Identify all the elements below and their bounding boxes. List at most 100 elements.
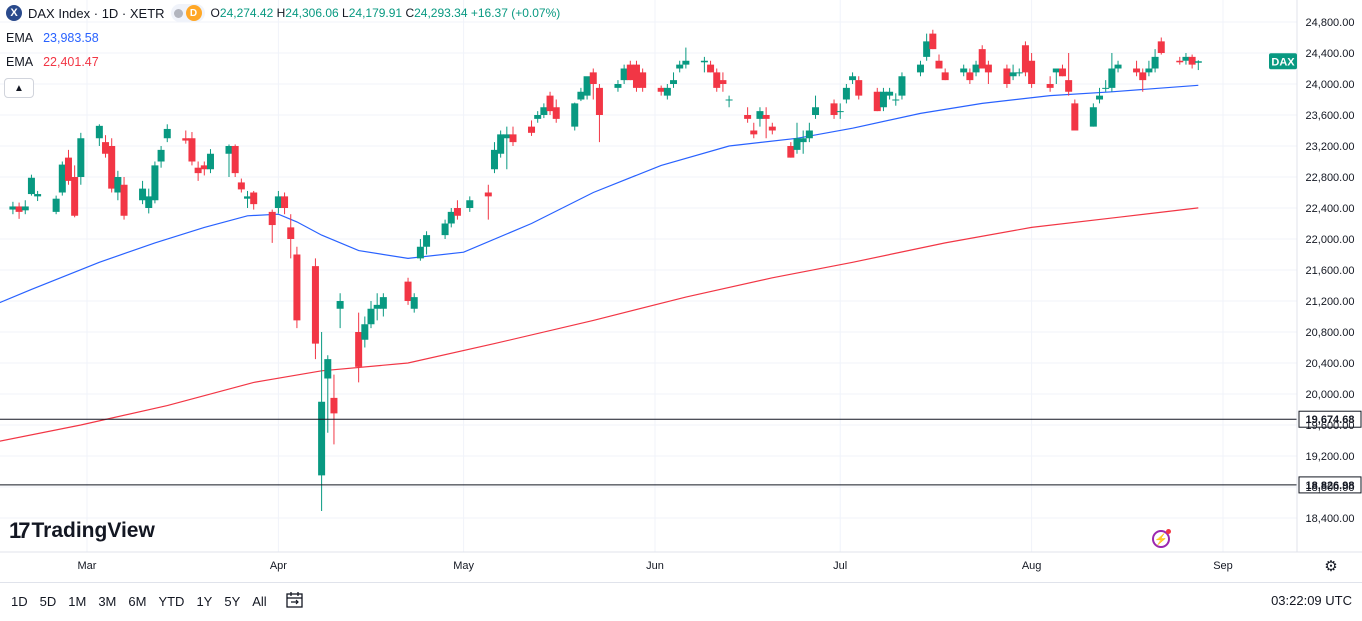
candle-body <box>95 125 103 139</box>
candle <box>416 239 424 261</box>
time-tick-label: Jul <box>833 560 847 572</box>
time-tick-label: Jun <box>646 560 664 572</box>
candle <box>787 142 795 158</box>
candle-body <box>58 164 66 193</box>
candle <box>830 99 838 119</box>
range-button[interactable]: 1Y <box>196 593 213 609</box>
candle-body <box>1108 68 1116 88</box>
candle <box>200 161 208 176</box>
candle <box>188 132 196 166</box>
candle-body <box>330 397 338 414</box>
candle-body <box>404 281 412 301</box>
candle-body <box>719 80 727 84</box>
candle <box>1096 87 1104 104</box>
candle <box>441 219 449 239</box>
range-button[interactable]: 1D <box>11 593 28 609</box>
ohlc-readout: O24,274.42 H24,306.06 L24,179.91 C24,293… <box>210 6 561 20</box>
candle-body <box>1151 56 1159 69</box>
candle <box>225 144 233 177</box>
range-button[interactable]: 3M <box>98 593 117 609</box>
candle <box>1139 68 1147 92</box>
candle-body <box>237 182 245 190</box>
candle <box>1071 99 1079 131</box>
candle-body <box>244 196 252 199</box>
candle <box>595 84 603 143</box>
horizontal-price-lines[interactable]: 19,674.68 18,826.98 <box>0 410 1362 494</box>
candle <box>281 192 289 215</box>
price-axis[interactable]: 18,400.00 18,800.00 19,200.00 19,600.00 20,0… <box>1269 0 1354 552</box>
symbol-title[interactable]: DAX Index · 1D · XETR <box>28 5 165 21</box>
candle-body <box>768 126 776 131</box>
candle-body <box>151 165 159 201</box>
candle <box>583 76 591 100</box>
time-tick-label: Apr <box>270 560 287 572</box>
candle <box>793 122 801 154</box>
market-status-pill[interactable]: D <box>170 4 205 22</box>
candle-body <box>707 64 715 73</box>
range-button[interactable]: 1M <box>68 593 87 609</box>
candle-body <box>484 192 492 197</box>
price-line-label: 18,826.98 <box>1306 480 1355 492</box>
collapse-legend-button[interactable]: ▲ <box>4 78 34 98</box>
candle <box>849 72 857 84</box>
candle-body <box>812 107 820 115</box>
candle-body <box>676 64 684 69</box>
candle-body <box>441 223 449 236</box>
candle <box>879 87 887 112</box>
candle-body <box>367 308 375 325</box>
candle-body <box>145 196 153 208</box>
candle-body <box>632 64 640 88</box>
ema-legend-2[interactable]: EMA 22,401.47 <box>6 55 99 69</box>
candle-body <box>274 196 282 208</box>
candle-body <box>52 198 60 212</box>
utc-clock[interactable]: 03:22:09 UTC <box>1271 593 1352 608</box>
gear-icon[interactable]: ⚙ <box>1324 558 1338 575</box>
candle <box>639 68 647 92</box>
candle <box>744 107 752 123</box>
candle-body <box>324 359 332 379</box>
candle-body <box>355 332 363 367</box>
candle-body <box>336 301 344 309</box>
candle-body <box>293 254 301 321</box>
ema-legend-1[interactable]: EMA 23,983.58 <box>6 31 99 45</box>
time-tick-label: Aug <box>1022 560 1042 572</box>
range-button[interactable]: 5D <box>39 593 57 609</box>
candle-body <box>1003 68 1011 84</box>
symbol-logo-icon: X <box>6 5 22 21</box>
range-button[interactable]: YTD <box>158 593 185 609</box>
candle-body <box>225 146 233 154</box>
candle <box>1145 60 1153 77</box>
ema-line <box>0 84 1199 304</box>
lightning-icon[interactable]: ⚡ <box>1152 530 1170 548</box>
candle-body <box>639 72 647 88</box>
status-dot-icon <box>173 8 183 18</box>
price-tick-label: 20,000.00 <box>1306 389 1355 401</box>
symbol-price-tag <box>1269 53 1297 70</box>
candle <box>64 149 72 185</box>
candle-body <box>842 87 850 100</box>
symbol-legend: X DAX Index · 1D · XETR D O24,274.42 H24… <box>6 4 560 22</box>
candle-body <box>898 76 906 96</box>
candle <box>311 258 319 360</box>
candle-body <box>447 211 455 224</box>
range-button[interactable]: 6M <box>128 593 147 609</box>
candle <box>102 135 110 158</box>
candle <box>423 231 431 255</box>
candle-body <box>453 208 461 216</box>
range-button[interactable]: All <box>252 593 267 609</box>
candle <box>626 60 634 81</box>
candle <box>682 47 690 69</box>
calendar-range-icon[interactable] <box>285 590 305 610</box>
candle-body <box>725 99 733 101</box>
range-button[interactable]: 5Y <box>224 593 241 609</box>
candle <box>1003 64 1011 88</box>
candle <box>700 56 708 73</box>
candle <box>324 355 332 433</box>
candle <box>34 190 42 202</box>
candle <box>923 33 931 61</box>
candle-body <box>1194 61 1202 63</box>
candle-body <box>830 103 838 115</box>
time-axis[interactable]: Mar Apr May Jun Jul Aug Sep <box>0 551 1362 572</box>
candle-body <box>670 80 678 84</box>
